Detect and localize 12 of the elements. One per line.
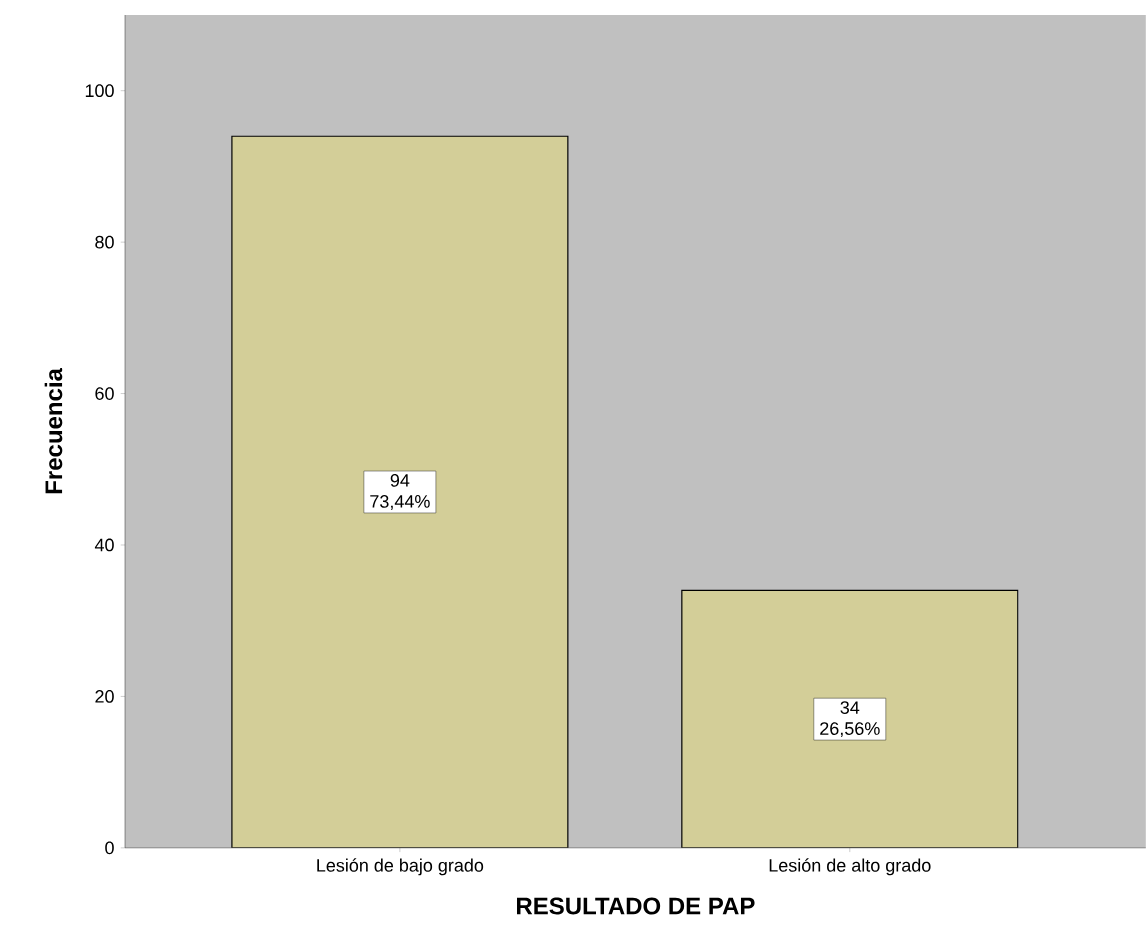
data-label: 94 73,44% xyxy=(370,474,430,510)
y-tick-label: 40 xyxy=(94,538,114,552)
y-tick-label: 60 xyxy=(95,387,114,401)
y-tick-label: 0 xyxy=(105,841,114,855)
data-label: 34 26,56% xyxy=(820,701,880,738)
y-tick-label: 20 xyxy=(95,690,114,703)
y-tick-label: 80 xyxy=(95,235,114,249)
x-tick-label: Lesión de alto grado xyxy=(769,858,931,876)
x-axis-title: RESULTADO DE PAP xyxy=(517,897,755,915)
x-tick-label: Lesión de bajo grado xyxy=(317,858,484,876)
y-axis-title: Frecuencia xyxy=(44,367,63,494)
y-tick-label: 100 xyxy=(85,84,114,98)
